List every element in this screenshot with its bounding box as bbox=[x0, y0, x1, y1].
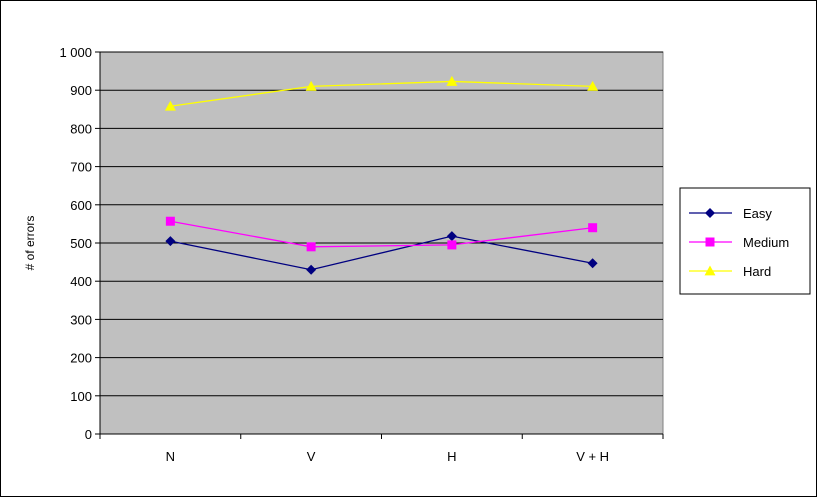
legend: Easy Medium Hard bbox=[679, 187, 811, 295]
data-point-easy bbox=[446, 231, 457, 242]
legend-marker-hard bbox=[704, 265, 716, 276]
y-axis-ticks: 0 100 200 300 400 500 600 700 800 900 1 000 bbox=[59, 45, 100, 442]
data-point-easy bbox=[165, 236, 176, 247]
gridlines bbox=[100, 51, 663, 397]
data-point-easy bbox=[587, 258, 598, 269]
y-axis-title: # of errors bbox=[23, 216, 37, 271]
data-point-hard bbox=[587, 80, 599, 91]
y-tick-label: 700 bbox=[70, 160, 92, 175]
y-tick-label: 300 bbox=[70, 312, 92, 327]
y-tick-label: 600 bbox=[70, 198, 92, 213]
series-hard bbox=[164, 75, 599, 111]
series-medium bbox=[165, 216, 598, 252]
series-layer bbox=[164, 75, 599, 275]
legend-label-easy: Easy bbox=[743, 206, 772, 221]
x-axis-ticks: N V H V + H bbox=[99, 434, 664, 464]
data-point-medium bbox=[447, 240, 457, 250]
x-tick-label: N bbox=[166, 449, 175, 464]
legend-marker-medium bbox=[705, 237, 715, 247]
series-line-medium bbox=[170, 220, 593, 248]
data-point-medium bbox=[306, 242, 316, 252]
legend-box bbox=[679, 187, 811, 295]
data-point-hard bbox=[164, 100, 176, 111]
y-tick-label: 400 bbox=[70, 274, 92, 289]
x-tick-label: V bbox=[307, 449, 316, 464]
y-tick-label: 500 bbox=[70, 236, 92, 251]
series-easy bbox=[165, 231, 598, 275]
y-tick-label: 0 bbox=[85, 427, 92, 442]
x-tick-label: H bbox=[447, 449, 456, 464]
data-point-medium bbox=[165, 216, 175, 226]
y-tick-label: 200 bbox=[70, 351, 92, 366]
data-point-hard bbox=[305, 80, 317, 91]
y-tick-label: 1 000 bbox=[59, 45, 92, 60]
legend-label-medium: Medium bbox=[743, 235, 789, 250]
data-point-easy bbox=[306, 264, 317, 275]
series-line-hard bbox=[170, 80, 593, 107]
data-point-medium bbox=[588, 223, 598, 233]
legend-label-hard: Hard bbox=[743, 264, 771, 279]
x-tick-label: V + H bbox=[576, 449, 609, 464]
y-tick-label: 800 bbox=[70, 121, 92, 136]
data-point-hard bbox=[446, 75, 458, 86]
y-tick-label: 100 bbox=[70, 389, 92, 404]
series-line-easy bbox=[170, 235, 593, 271]
y-tick-label: 900 bbox=[70, 83, 92, 98]
legend-marker-easy bbox=[705, 208, 715, 218]
